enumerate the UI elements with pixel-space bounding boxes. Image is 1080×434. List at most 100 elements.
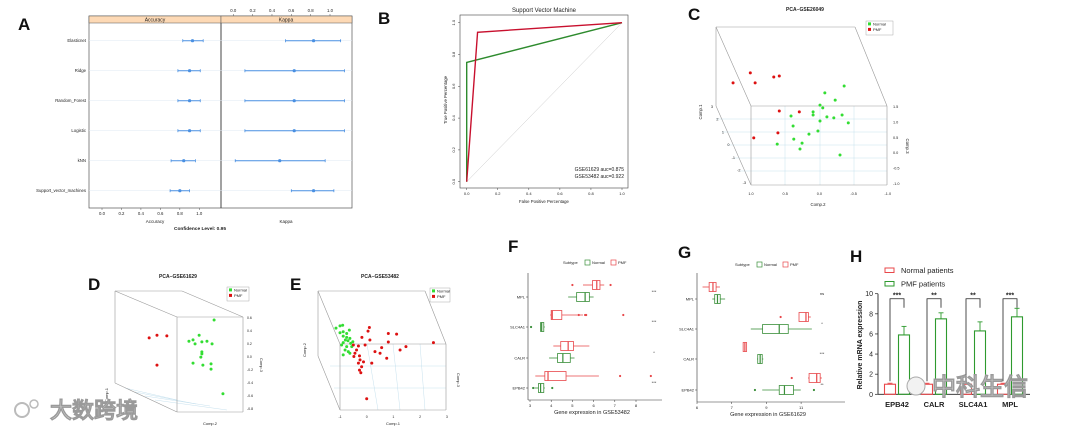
significance-bracket — [889, 298, 905, 382]
x-axis-label: Gene expression in GSE53482 — [554, 410, 630, 416]
point-pmf — [355, 348, 359, 352]
floor-gridline — [134, 391, 197, 405]
point-pmf — [777, 74, 781, 78]
y-axis-label: Relative mRNA expression — [857, 301, 864, 390]
y-tick-label: 10 — [865, 291, 873, 298]
point-normal — [789, 114, 793, 118]
outlier-point — [532, 386, 535, 390]
point-normal — [349, 341, 353, 345]
box-normal — [557, 353, 571, 363]
box-pmf — [560, 341, 574, 351]
strip-kappa — [220, 15, 353, 24]
x-tick-label: 8 — [635, 403, 638, 408]
y-tick-label: 6 — [869, 331, 873, 338]
y-tick-label: 1.0 — [451, 19, 456, 25]
x-tick-label: 11 — [799, 405, 804, 410]
x-tick-label: 0.8 — [588, 191, 594, 196]
z-tick-label: 0.6 — [247, 316, 252, 320]
outlier-point — [753, 388, 757, 392]
legend-box — [865, 20, 894, 36]
x-tick-label: 0.8 — [308, 8, 315, 13]
bar-normal — [883, 383, 897, 395]
point-normal — [347, 328, 351, 332]
legend-label: Normal — [234, 288, 247, 293]
point-normal — [792, 137, 796, 141]
legend-swatch-normal — [884, 267, 895, 273]
gene-label: CALR — [683, 357, 694, 362]
y-tick-label: 2 — [869, 372, 873, 379]
point-normal — [345, 331, 349, 335]
z-tick-label: 1.0 — [893, 120, 898, 124]
chart-title: PCA−GSE26049 — [786, 7, 824, 13]
point-normal — [348, 351, 352, 355]
point-pmf — [360, 335, 364, 339]
legend-swatch-normal — [868, 22, 871, 26]
z-tick-label: -1.0 — [893, 182, 900, 186]
x-tick-label: 0.0 — [230, 8, 237, 13]
kappa-point — [292, 99, 296, 103]
kappa-point — [311, 189, 316, 193]
y-tick-label: 0.0 — [451, 178, 456, 184]
point-pmf — [366, 329, 370, 333]
box-normal — [778, 385, 794, 395]
point-pmf — [748, 71, 752, 75]
point-normal — [800, 141, 804, 145]
outlier-point — [551, 386, 554, 390]
point-normal — [351, 340, 355, 344]
point-normal — [338, 324, 342, 328]
z-axis-label: Comp.3 — [905, 138, 910, 154]
model-label: Logistic — [71, 128, 86, 133]
model-label: Support_vector_machines — [36, 188, 86, 193]
legend-label: GSE53482 auc=0.922 — [575, 174, 625, 180]
point-pmf — [378, 351, 382, 355]
outlier-point — [609, 283, 612, 287]
outlier-point — [622, 313, 625, 317]
legend-label: PMF — [437, 294, 446, 299]
x-tick-label: 7 — [731, 405, 734, 410]
chart-title: PCA−GSE61629 — [159, 274, 197, 280]
point-pmf — [361, 360, 365, 364]
gene-label: SLC4A1 — [679, 327, 695, 332]
x-tick-label: 5 — [571, 403, 574, 408]
accuracy-point — [187, 69, 192, 73]
y-axis-label: Comp.1 — [104, 387, 109, 402]
z-tick-label: 0.0 — [247, 355, 252, 359]
box-edge — [854, 26, 888, 107]
x-tick-label: 2 — [419, 415, 421, 419]
significance-bracket — [1002, 298, 1018, 382]
point-normal — [811, 110, 815, 114]
point-pmf — [356, 344, 360, 348]
y-tick-label: 1 — [722, 130, 724, 134]
x-tick-label: 4 — [550, 403, 553, 408]
panel-label-d: D — [88, 275, 100, 294]
gene-label: EPB42 — [513, 386, 526, 391]
point-normal — [341, 353, 345, 357]
x-tick-label: SLC4A1 — [959, 400, 988, 409]
floor-gridline — [154, 399, 228, 411]
gene-label: SLC4A1 — [510, 325, 526, 330]
legend-swatch-pmf — [884, 281, 895, 287]
panel-label-a: A — [18, 15, 30, 34]
outlier-point — [790, 376, 793, 380]
significance-label: *** — [820, 351, 825, 356]
point-pmf — [356, 361, 360, 365]
point-pmf — [357, 354, 361, 358]
point-normal — [341, 334, 345, 338]
significance-label: *** — [652, 380, 657, 385]
chart-title: Support Vector Machine — [512, 8, 577, 14]
plot-frame — [459, 14, 629, 189]
x-tick-label: 0.6 — [288, 8, 295, 13]
x-tick-label: 1.0 — [327, 8, 334, 13]
diagonal-reference-line — [466, 22, 623, 182]
watermark-logo-icon — [14, 402, 30, 418]
panel-label-b: B — [378, 9, 390, 28]
point-normal — [807, 132, 811, 136]
point-pmf — [398, 348, 402, 352]
significance-label: *** — [1006, 293, 1014, 300]
x-tick-label: 0.0 — [99, 211, 106, 216]
legend-swatch-normal — [584, 259, 591, 266]
significance-label: ** — [820, 382, 824, 387]
point-pmf — [431, 341, 435, 345]
point-normal — [221, 392, 225, 396]
z-tick-label: -0.2 — [247, 368, 253, 372]
